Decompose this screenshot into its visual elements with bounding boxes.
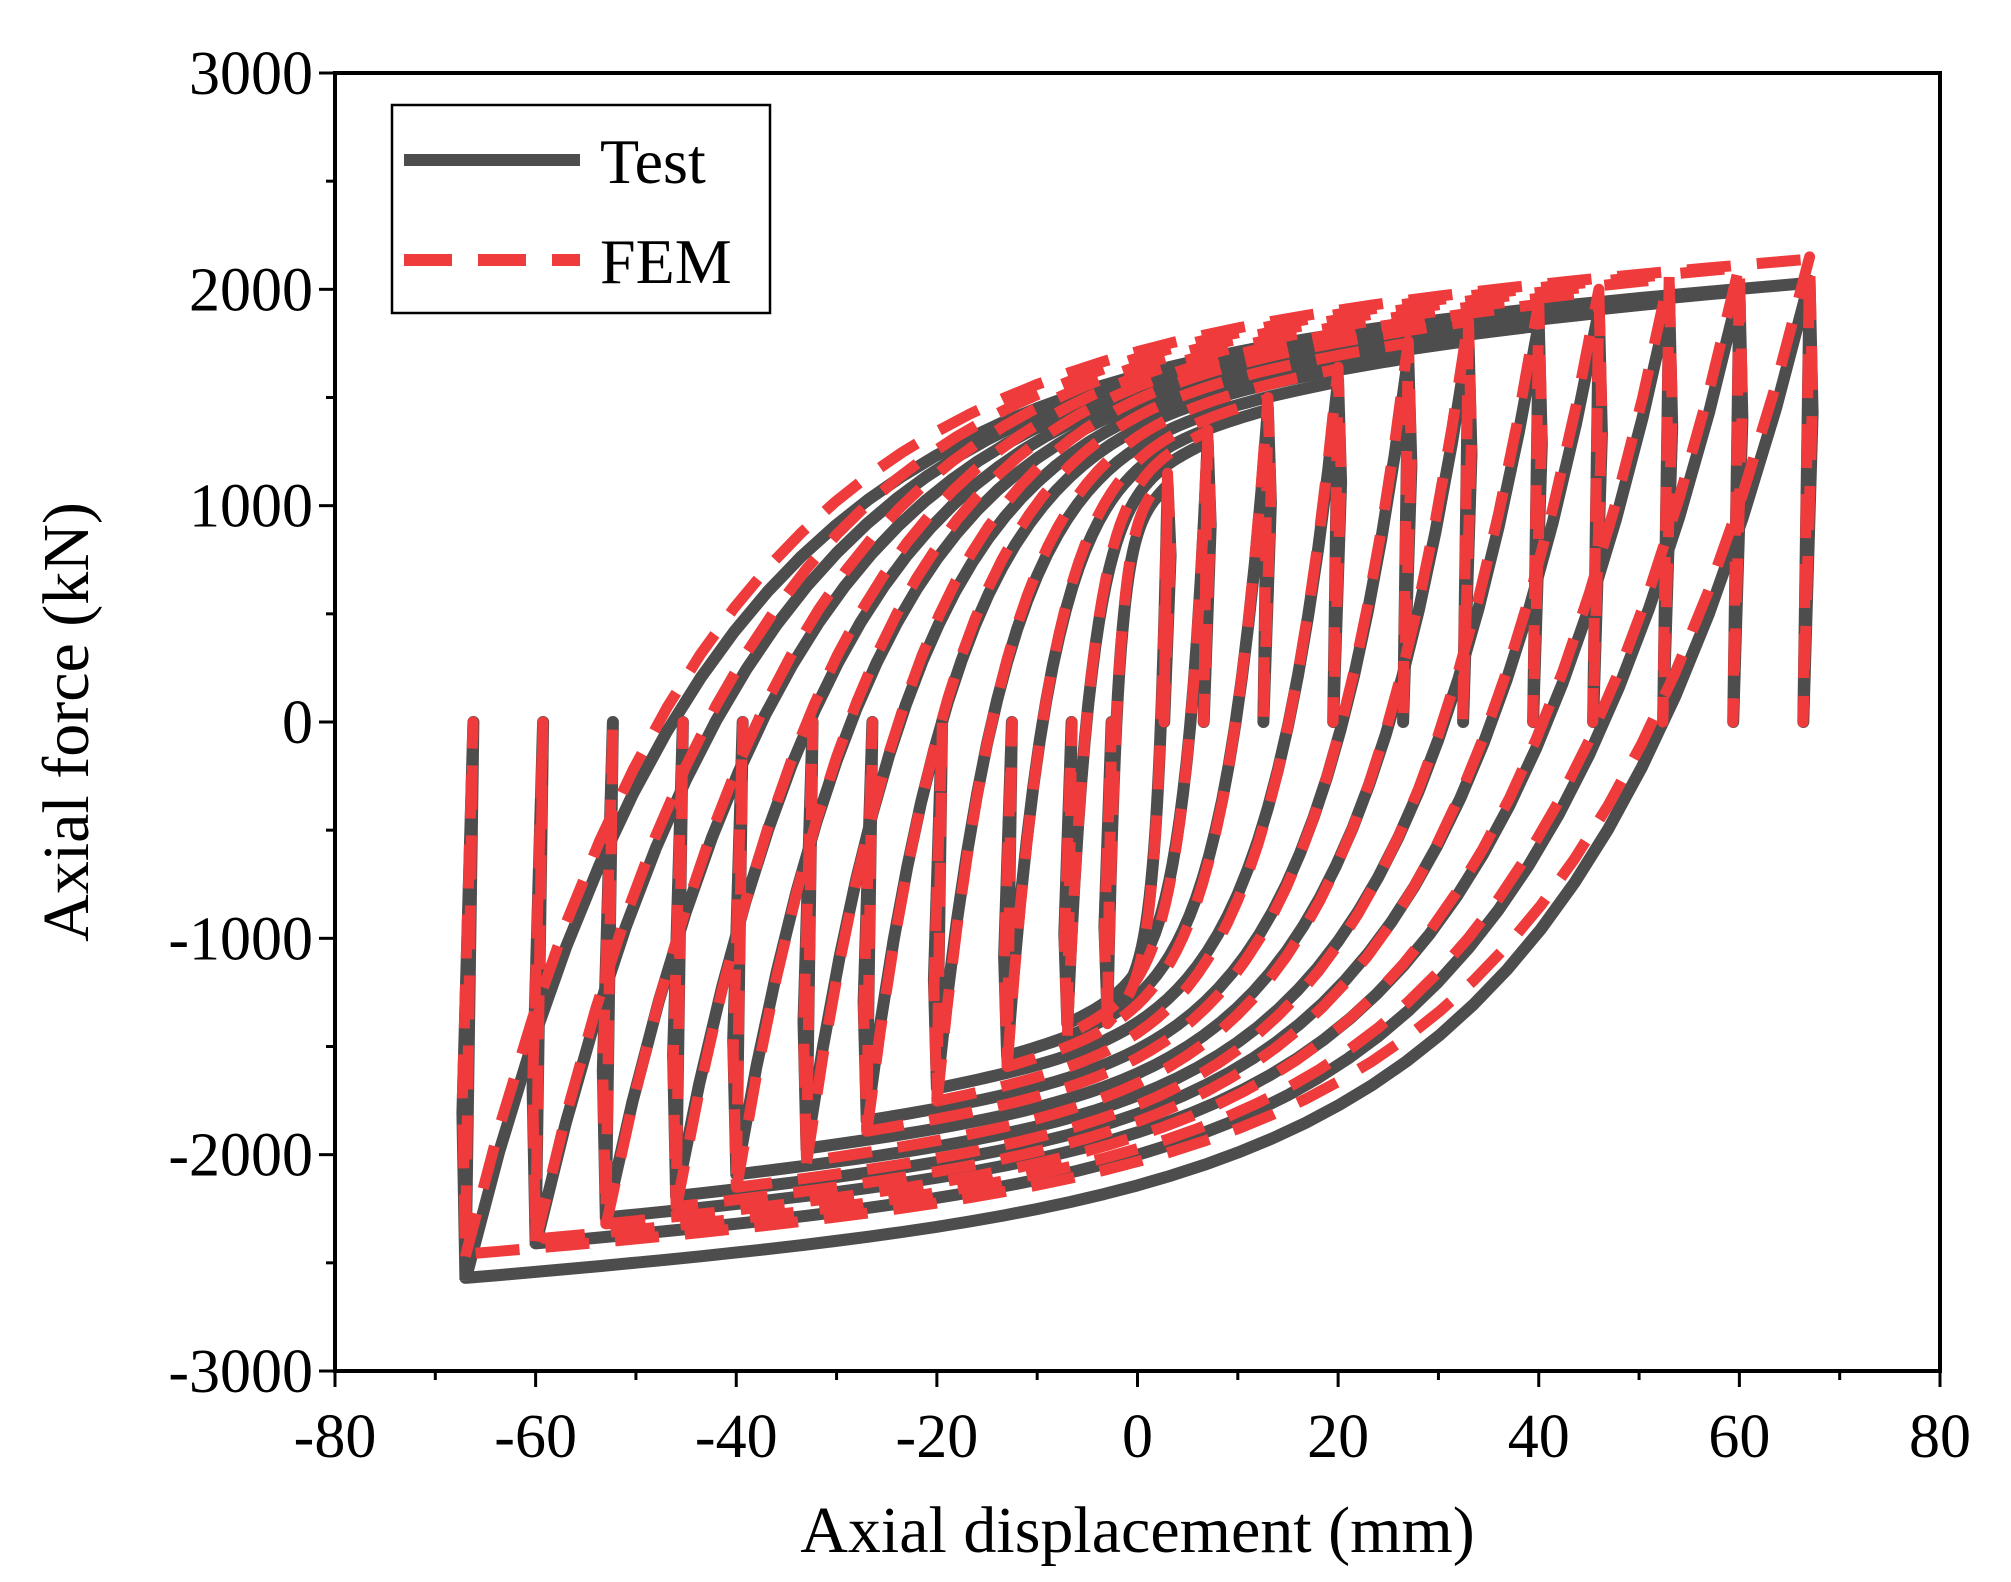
series-layer xyxy=(456,251,1819,1284)
x-tick-label: -20 xyxy=(896,1403,979,1471)
x-tick-label: 80 xyxy=(1909,1403,1971,1471)
x-tick-label: -80 xyxy=(294,1403,377,1471)
legend-label-test: Test xyxy=(600,126,706,197)
ticks-layer: -80 -60 -40 -20 0 20 40 60 80 -3000 -2000 -1000 0 100… xyxy=(168,40,1971,1471)
y-tick-label: -2000 xyxy=(168,1122,313,1190)
y-tick-label: -1000 xyxy=(168,905,313,973)
hysteresis-loop-fem xyxy=(456,251,1819,1260)
y-tick-label: 3000 xyxy=(189,40,313,108)
x-tick-label: 60 xyxy=(1708,1403,1770,1471)
legend-box xyxy=(390,103,772,315)
x-tick-label: -60 xyxy=(494,1403,577,1471)
hysteresis-loop-fem xyxy=(998,392,1277,1073)
legend-label-fem: FEM xyxy=(600,226,732,297)
hysteresis-loop-fem xyxy=(597,270,1678,1230)
y-tick-label: 1000 xyxy=(189,473,313,541)
hysteresis-loop-fem xyxy=(798,314,1477,1167)
hysteresis-loop-fem xyxy=(858,335,1417,1137)
x-tick-label: 20 xyxy=(1307,1403,1369,1471)
x-tick-label: 0 xyxy=(1122,1403,1153,1471)
y-tick-label: 2000 xyxy=(189,256,313,324)
y-tick-label: -3000 xyxy=(168,1338,313,1406)
hysteresis-loop-fem xyxy=(928,361,1347,1107)
series-fem xyxy=(456,251,1819,1260)
hysteresis-loop-fem xyxy=(1058,424,1217,1040)
x-tick-label: -40 xyxy=(695,1403,778,1471)
hysteresis-loop-fem xyxy=(527,260,1748,1245)
x-axis-title: Axial displacement (mm) xyxy=(800,1494,1474,1567)
x-tick-label: 40 xyxy=(1508,1403,1570,1471)
y-axis-title: Axial force (kN) xyxy=(30,502,103,942)
hysteresis-loop-fem xyxy=(667,283,1608,1213)
y-tick-label: 0 xyxy=(282,689,313,757)
legend: Test FEM xyxy=(390,103,772,315)
hysteresis-loop-fem xyxy=(1098,467,1177,1030)
